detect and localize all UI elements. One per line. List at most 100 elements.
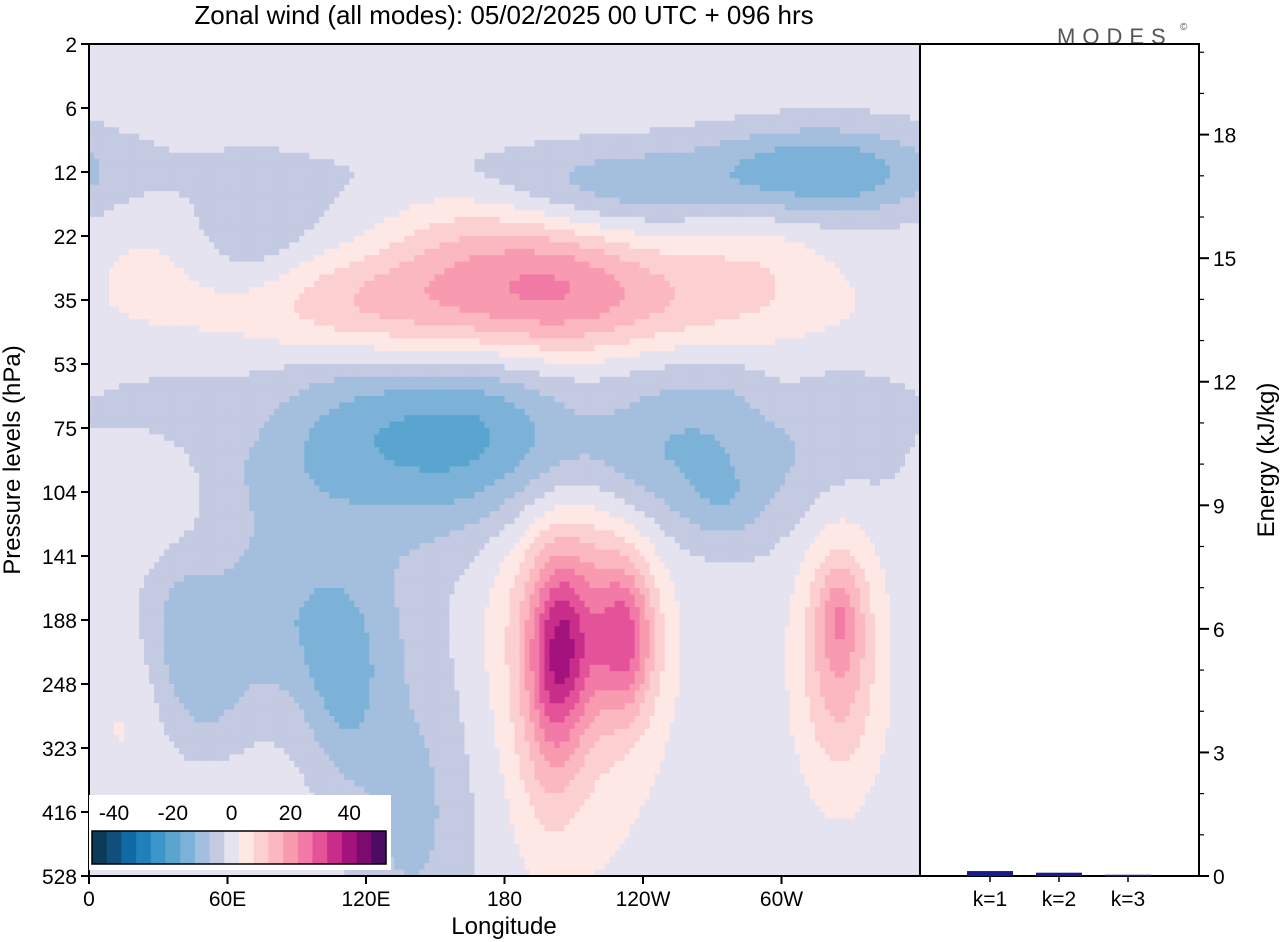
heatmap-cell (709, 223, 716, 231)
heatmap-cell (664, 44, 671, 51)
heatmap-cell (864, 56, 871, 64)
heatmap-cell (549, 184, 556, 192)
heatmap-cell (154, 236, 160, 243)
heatmap-cell (549, 69, 556, 77)
heatmap-cell (214, 146, 220, 154)
heatmap-cell (609, 216, 616, 224)
heatmap-cell (629, 108, 636, 115)
heatmap-cell (389, 82, 395, 90)
heatmap-cell (689, 133, 696, 141)
heatmap-cell (329, 114, 335, 122)
heatmap-cell (134, 184, 140, 192)
heatmap-cell (809, 127, 816, 135)
heatmap-cell (679, 223, 686, 231)
heatmap-cell (404, 50, 410, 58)
heatmap-cell (724, 178, 731, 186)
heatmap-cell (659, 152, 666, 160)
heatmap-cell (259, 229, 265, 237)
heatmap-cell (604, 44, 611, 51)
heatmap-cell (354, 120, 360, 128)
heatmap-cell (439, 63, 446, 71)
heatmap-cell (149, 146, 155, 154)
heatmap-cell (354, 165, 360, 173)
heatmap-cell (909, 69, 916, 77)
heatmap-cell (874, 114, 881, 122)
heatmap-cell (704, 120, 711, 128)
heatmap-cell (184, 76, 190, 83)
heatmap-cell (514, 56, 521, 64)
heatmap-cell (529, 159, 536, 167)
heatmap-cell (849, 56, 856, 64)
heatmap-cell (559, 191, 566, 199)
heatmap-cell (119, 140, 125, 147)
heatmap-cell (879, 82, 886, 90)
heatmap-cell (194, 56, 200, 64)
heatmap-cell (694, 159, 701, 167)
heatmap-cell (709, 191, 716, 199)
heatmap-cell (149, 114, 155, 122)
heatmap-cell (624, 69, 631, 77)
heatmap-cell (809, 44, 816, 51)
heatmap-cell (139, 127, 145, 135)
heatmap-cell (614, 152, 621, 160)
heatmap-cell (589, 69, 596, 77)
heatmap-cell (709, 56, 716, 64)
heatmap-cell (429, 184, 436, 192)
heatmap-cell (409, 82, 415, 90)
heatmap-cell (909, 88, 916, 96)
heatmap-cell (334, 178, 340, 186)
heatmap-cell (549, 120, 556, 128)
heatmap-cell (744, 197, 751, 205)
heatmap-cell (404, 204, 410, 211)
heatmap-cell (899, 178, 906, 186)
heatmap-cell (484, 204, 491, 211)
heatmap-cell (384, 184, 390, 192)
heatmap-cell (559, 197, 566, 205)
heatmap-cell (764, 120, 771, 128)
heatmap-cell (339, 56, 345, 64)
heatmap-cell (704, 178, 711, 186)
heatmap-cell (339, 88, 345, 96)
heatmap-cell (489, 140, 496, 147)
heatmap-cell (584, 44, 591, 51)
heatmap-cell (329, 127, 335, 135)
heatmap-cell (539, 95, 546, 103)
heatmap-cell (724, 152, 731, 160)
heatmap-cell (304, 191, 310, 199)
heatmap-cell (784, 63, 791, 71)
heatmap-cell (564, 69, 571, 77)
heatmap-cell (389, 95, 395, 103)
heatmap-cell (134, 50, 140, 58)
heatmap-cell (594, 178, 601, 186)
heatmap-cell (809, 165, 816, 173)
heatmap-cell (554, 216, 561, 224)
heatmap-cell (894, 88, 901, 96)
heatmap-cell (179, 184, 185, 192)
heatmap-cell (839, 76, 846, 83)
heatmap-cell (684, 133, 691, 141)
heatmap-cell (114, 210, 120, 218)
heatmap-cell (334, 82, 340, 90)
heatmap-cell (204, 95, 210, 103)
heatmap-cell (409, 229, 415, 237)
heatmap-cell (659, 50, 666, 58)
heatmap-cell (674, 159, 681, 167)
heatmap-cell (129, 127, 135, 135)
heatmap-cell (194, 210, 200, 218)
heatmap-cell (724, 216, 731, 224)
heatmap-cell (484, 184, 491, 192)
heatmap-cell (704, 165, 711, 173)
heatmap-cell (809, 223, 816, 231)
heatmap-cell (159, 210, 165, 218)
heatmap-cell (294, 50, 300, 58)
heatmap-cell (164, 69, 170, 77)
heatmap-cell (814, 69, 821, 77)
heatmap-cell (864, 152, 871, 160)
heatmap-cell (349, 184, 355, 192)
heatmap-cell (894, 101, 901, 109)
heatmap-cell (464, 223, 471, 231)
heatmap-cell (179, 146, 185, 154)
heatmap-cell (839, 140, 846, 147)
heatmap-cell (674, 44, 681, 51)
heatmap-cell (499, 178, 506, 186)
